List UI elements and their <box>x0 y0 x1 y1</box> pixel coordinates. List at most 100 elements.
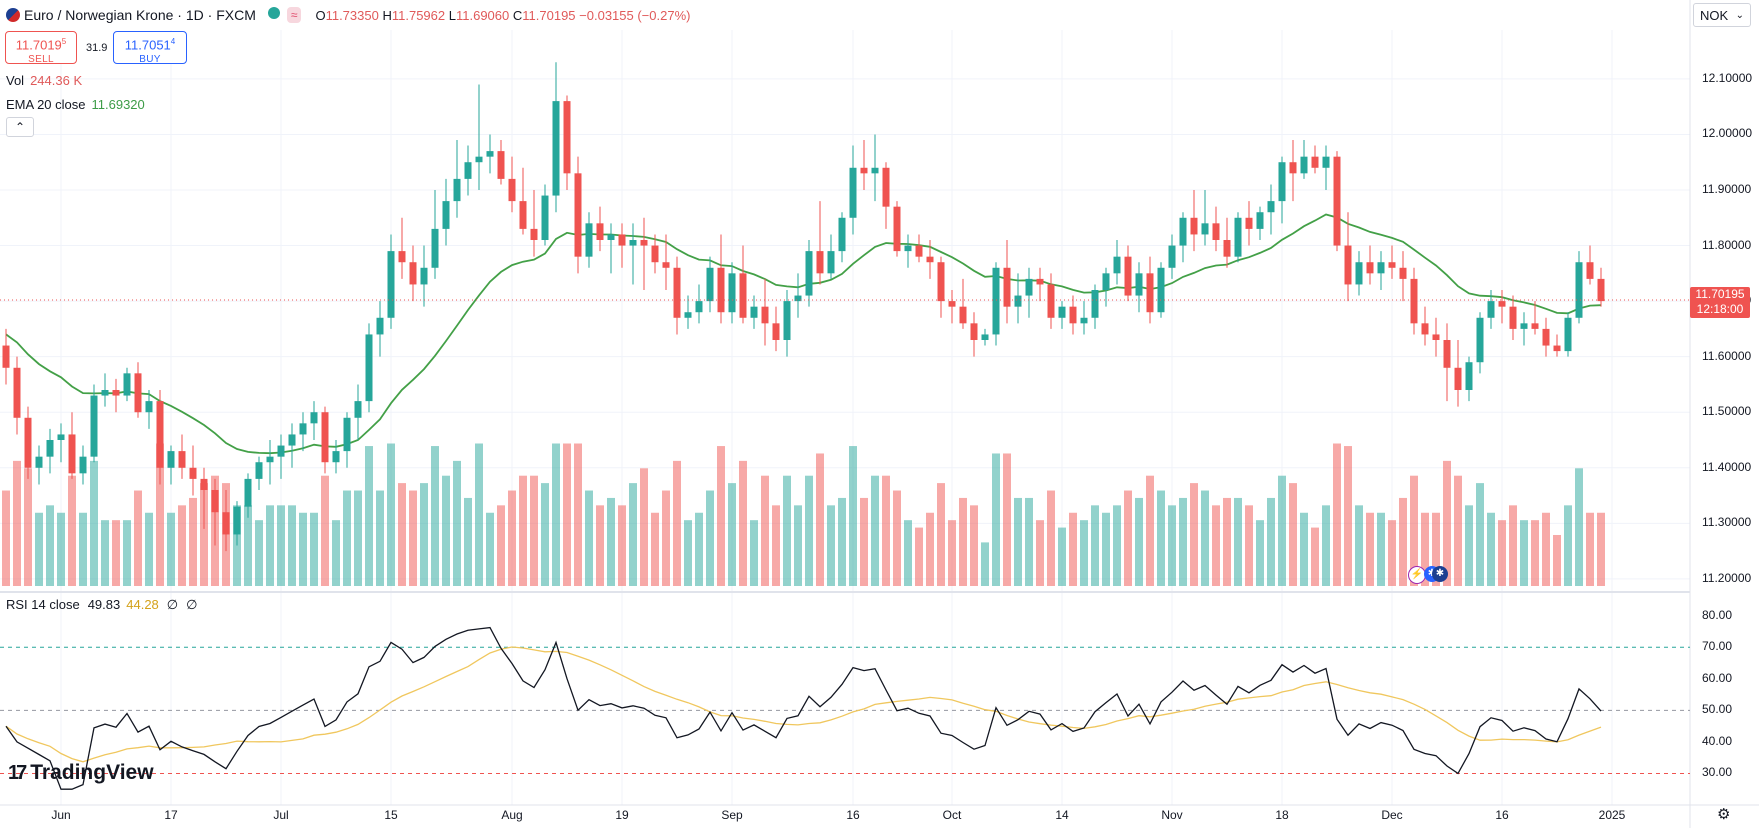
volume-bar <box>1212 505 1220 586</box>
volume-bar <box>1443 460 1451 586</box>
volume-bar <box>1135 497 1143 586</box>
candle-body <box>1476 317 1484 363</box>
candle-body <box>1311 156 1319 168</box>
collapse-legend-button[interactable]: ⌃ <box>6 117 34 137</box>
candle-body <box>134 373 142 413</box>
volume-bar <box>805 475 813 586</box>
volume-bar <box>1564 505 1572 586</box>
candle-body <box>937 262 945 302</box>
candle-body <box>519 201 527 229</box>
volume-bar <box>57 512 65 586</box>
candle-body <box>739 273 747 318</box>
volume-bar <box>1102 512 1110 586</box>
candle-body <box>728 273 736 313</box>
volume-bar <box>893 490 901 586</box>
candle-body <box>695 301 703 313</box>
volume-bar <box>1289 483 1297 586</box>
volume-bar <box>1322 505 1330 586</box>
candle-body <box>1113 256 1121 274</box>
volume-bar <box>1014 497 1022 586</box>
tradingview-mark-icon: 17 <box>8 761 27 784</box>
volume-bar <box>1487 512 1495 586</box>
volume-bar <box>1201 490 1209 586</box>
volume-bar <box>68 475 76 586</box>
candle-body <box>1553 345 1561 352</box>
volume-bar <box>629 483 637 586</box>
volume-bar <box>530 475 538 586</box>
candle-body <box>1047 284 1055 318</box>
volume-bar <box>651 512 659 586</box>
volume-bar <box>1190 483 1198 586</box>
candle-body <box>112 390 120 396</box>
tradingview-logo[interactable]: 17 TradingView <box>8 761 154 784</box>
change-value: −0.03155 (−0.27%) <box>579 7 691 23</box>
volume-bar <box>1476 483 1484 586</box>
volume-bar <box>904 520 912 586</box>
volume-bar <box>266 505 274 586</box>
candle-body <box>321 412 329 463</box>
candle-body <box>1487 301 1495 318</box>
volume-bar <box>134 490 142 586</box>
volume-bar <box>1531 520 1539 586</box>
volume-bar <box>1498 520 1506 586</box>
candle-body <box>156 401 164 468</box>
candle-body <box>123 373 131 396</box>
candle-body <box>1520 323 1528 329</box>
candle-body <box>882 167 890 207</box>
volume-bar <box>1267 497 1275 586</box>
candle-body <box>706 267 714 302</box>
candle-body <box>530 228 538 240</box>
volume-bar <box>167 512 175 586</box>
rsi-legend[interactable]: RSI 14 close 49.83 44.28 ∅ ∅ <box>6 597 198 612</box>
candle-body <box>68 434 76 474</box>
symbol-title[interactable]: Euro / Norwegian Krone · 1D · FXCM <box>24 7 256 23</box>
volume-bar <box>200 483 208 586</box>
volume-bar <box>376 490 384 586</box>
volume-bar <box>1157 490 1165 586</box>
ema-legend[interactable]: EMA 20 close 11.69320 <box>6 97 145 112</box>
chart-header: Euro / Norwegian Krone · 1D · FXCM ≈ O11… <box>6 4 690 26</box>
close-value: 11.70195 <box>522 7 576 23</box>
volume-bar <box>35 512 43 586</box>
volume-bar <box>321 475 329 586</box>
candle-body <box>222 512 230 535</box>
candle-body <box>365 334 373 402</box>
volume-bar <box>1091 505 1099 586</box>
candle-body <box>1344 245 1352 285</box>
candle-body <box>1432 334 1440 340</box>
volume-bar <box>486 512 494 586</box>
buy-button[interactable]: 11.70514 BUY <box>113 31 187 65</box>
candle-body <box>57 434 65 440</box>
candle-body <box>1102 273 1110 290</box>
volume-bar <box>1234 497 1242 586</box>
candle-body <box>211 490 219 513</box>
volume-bar <box>1311 527 1319 586</box>
candle-body <box>1223 240 1231 257</box>
rsi-ma-line <box>5 646 1602 763</box>
candle-body <box>750 306 758 318</box>
volume-bar <box>354 490 362 586</box>
rsi-tick-label: 30.00 <box>1702 765 1733 780</box>
no-event-icon[interactable]: ✱ <box>1432 566 1448 582</box>
volume-bar <box>46 505 54 586</box>
candle-body <box>178 451 186 468</box>
candle-body <box>1190 217 1198 235</box>
settings-gear-icon[interactable]: ⚙ <box>1717 806 1731 823</box>
volume-bar <box>255 520 263 586</box>
currency-selector[interactable]: NOK ⌄ <box>1693 3 1751 27</box>
wave-badge-icon[interactable]: ≈ <box>286 7 302 23</box>
candle-body <box>189 467 197 479</box>
volume-bar <box>1410 475 1418 586</box>
volume-bar <box>1421 512 1429 586</box>
time-tick-label: 17 <box>164 808 178 822</box>
candle-body <box>915 245 923 257</box>
sell-button[interactable]: 11.70195 SELL <box>5 31 77 65</box>
volume-bar <box>310 512 318 586</box>
candle-body <box>1377 262 1385 274</box>
candle-body <box>761 306 769 324</box>
candle-body <box>1410 278 1418 324</box>
volume-bar <box>519 475 527 586</box>
volume-bar <box>277 505 285 586</box>
volume-legend[interactable]: Vol 244.36 K <box>6 73 83 88</box>
